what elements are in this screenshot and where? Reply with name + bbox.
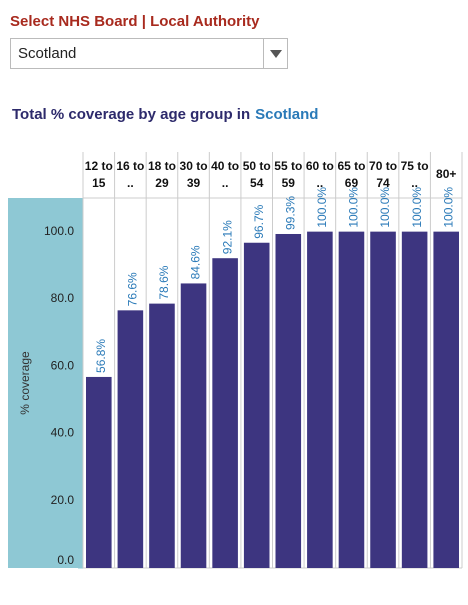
data-label: 100.0% [315, 187, 329, 228]
x-tick-line: .. [317, 176, 324, 190]
x-tick-line: 69 [345, 176, 359, 190]
dropdown-box[interactable] [10, 38, 288, 69]
data-label: 100.0% [378, 187, 392, 228]
x-tick-line: .. [411, 176, 418, 190]
y-tick-label: 100.0 [44, 224, 74, 238]
x-tick-label: 50 to 54 [243, 159, 271, 190]
bar [370, 231, 396, 569]
bar [86, 376, 112, 568]
bar [307, 231, 333, 569]
x-tick-line: 59 [282, 176, 296, 190]
x-tick-label: 60 to.. [306, 159, 334, 190]
y-axis-label: % coverage [18, 351, 32, 415]
x-tick-line: 65 to [337, 159, 365, 173]
bar [338, 231, 365, 569]
bar [149, 303, 175, 568]
x-tick-label: 55 to 59 [274, 159, 302, 190]
data-label: 99.3% [283, 196, 297, 230]
x-tick-label: 40 to.. [211, 159, 239, 190]
x-tick-label: 80+ [436, 167, 456, 181]
y-tick-label: 80.0 [51, 291, 75, 305]
filter-label: Select NHS Board | Local Authority [10, 13, 260, 30]
x-tick-label: 30 to 39 [180, 159, 208, 190]
data-label: 100.0% [410, 187, 424, 228]
x-tick-line: .. [127, 176, 134, 190]
data-label: 78.6% [157, 265, 171, 299]
bar [275, 233, 302, 568]
x-tick-line: 40 to [211, 159, 239, 173]
data-label: 56.8% [94, 339, 108, 373]
x-tick-line: 75 to [401, 159, 429, 173]
dropdown[interactable]: Scotland [10, 38, 288, 69]
y-tick-label: 0.0 [57, 553, 74, 567]
bar [433, 231, 459, 569]
bar [180, 283, 207, 568]
x-tick-line: 18 to [148, 159, 176, 173]
dropdown-arrow[interactable] [270, 50, 282, 58]
x-tick-label: 70 to 74 [369, 159, 397, 190]
bar [401, 231, 428, 569]
x-tick-label: 12 to 15 [85, 159, 113, 190]
x-tick-label: 18 to 29 [148, 159, 176, 190]
chart-title: Total % coverage by age group in Scotland [12, 106, 318, 123]
title-highlight: Scotland [255, 106, 318, 123]
data-label: 84.6% [189, 245, 203, 279]
x-tick-line: 16 to [116, 159, 144, 173]
x-tick-line: 74 [376, 176, 390, 190]
data-label: 76.6% [126, 272, 140, 306]
bar [243, 242, 270, 568]
x-tick-line: 54 [250, 176, 264, 190]
y-tick-label: 40.0 [51, 426, 75, 440]
data-label: 100.0% [441, 187, 455, 228]
x-tick-line: 29 [155, 176, 169, 190]
bar [117, 310, 144, 568]
x-tick-line: 55 to [274, 159, 302, 173]
data-label: 100.0% [347, 187, 361, 228]
data-label: 92.1% [220, 220, 234, 254]
x-tick-line: 39 [187, 176, 201, 190]
y-tick-label: 20.0 [51, 493, 75, 507]
data-label: 96.7% [252, 204, 266, 238]
title-text: Total % coverage by age group in [12, 106, 250, 123]
x-tick-line: .. [222, 176, 229, 190]
bar [212, 258, 238, 568]
x-tick-label: 75 to.. [401, 159, 429, 190]
y-axis-panel [8, 198, 83, 568]
x-tick-line: 70 to [369, 159, 397, 173]
x-tick-label: 65 to 69 [337, 159, 365, 190]
y-tick-label: 60.0 [51, 358, 75, 372]
dropdown-value[interactable]: Scotland [18, 45, 76, 62]
x-tick-line: 60 to [306, 159, 334, 173]
x-tick-label: 16 to.. [116, 159, 144, 190]
x-tick-line: 12 to [85, 159, 113, 173]
x-tick-line: 50 to [243, 159, 271, 173]
x-tick-line: 30 to [180, 159, 208, 173]
x-tick-line: 15 [92, 176, 106, 190]
